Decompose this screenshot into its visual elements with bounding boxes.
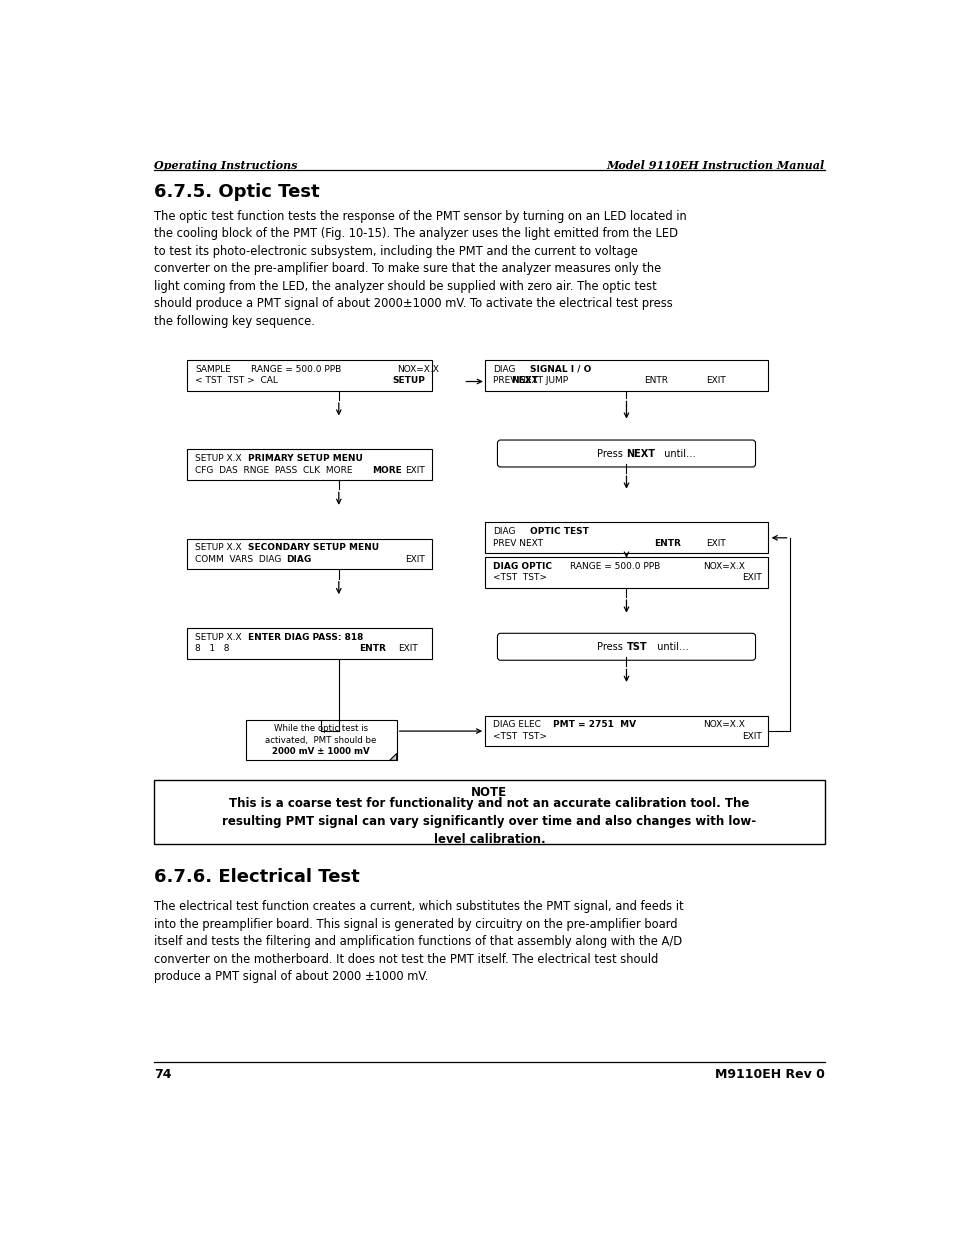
- Bar: [484, 359, 767, 390]
- Text: until…: until…: [660, 448, 696, 458]
- Text: RANGE = 500.0 PPB: RANGE = 500.0 PPB: [570, 562, 659, 571]
- Text: SECONDARY SETUP MENU: SECONDARY SETUP MENU: [248, 543, 378, 552]
- Text: RANGE = 500.0 PPB: RANGE = 500.0 PPB: [251, 364, 341, 373]
- Text: NOX=X.X: NOX=X.X: [703, 562, 744, 571]
- Text: DIAG ELEC: DIAG ELEC: [493, 720, 540, 730]
- Text: Press: Press: [597, 642, 626, 652]
- Bar: [187, 538, 431, 569]
- Bar: [187, 359, 431, 390]
- Text: SETUP: SETUP: [392, 377, 425, 385]
- Text: EXIT: EXIT: [397, 645, 417, 653]
- Text: Model 9110EH Instruction Manual: Model 9110EH Instruction Manual: [605, 159, 823, 170]
- Text: EXIT: EXIT: [741, 573, 760, 583]
- Text: NEXT: NEXT: [626, 448, 655, 458]
- FancyBboxPatch shape: [497, 440, 755, 467]
- Text: 6.7.6. Electrical Test: 6.7.6. Electrical Test: [154, 868, 359, 887]
- Text: DIAG OPTIC: DIAG OPTIC: [493, 562, 551, 571]
- Bar: [484, 716, 767, 746]
- Text: 74: 74: [154, 1068, 172, 1082]
- Text: PRIMARY SETUP MENU: PRIMARY SETUP MENU: [248, 454, 362, 463]
- Text: PREV NEXT: PREV NEXT: [493, 538, 542, 548]
- Text: SETUP X.X: SETUP X.X: [195, 454, 241, 463]
- Text: SIGNAL I / O: SIGNAL I / O: [530, 364, 591, 373]
- Bar: [187, 627, 431, 658]
- Text: EXIT: EXIT: [705, 538, 725, 548]
- Text: SETUP X.X: SETUP X.X: [195, 632, 241, 641]
- Text: DIAG: DIAG: [286, 555, 311, 564]
- Text: SETUP X.X: SETUP X.X: [195, 543, 241, 552]
- Text: NOX=X.X: NOX=X.X: [703, 720, 744, 730]
- Text: 2000 mV ± 1000 mV: 2000 mV ± 1000 mV: [272, 747, 370, 756]
- Text: NEXT: NEXT: [510, 377, 537, 385]
- Text: Operating Instructions: Operating Instructions: [154, 159, 297, 170]
- Text: Press: Press: [597, 448, 626, 458]
- Text: TST: TST: [626, 642, 646, 652]
- Text: EXIT: EXIT: [741, 732, 760, 741]
- Text: ENTR: ENTR: [643, 377, 667, 385]
- Text: NOX=X.X: NOX=X.X: [396, 364, 438, 373]
- Bar: [245, 720, 396, 761]
- Text: activated,  PMT should be: activated, PMT should be: [265, 736, 376, 745]
- Bar: [484, 522, 767, 553]
- Text: 6.7.5. Optic Test: 6.7.5. Optic Test: [154, 183, 319, 201]
- Text: MORE: MORE: [372, 466, 401, 474]
- Bar: [484, 557, 767, 588]
- Text: <TST  TST>: <TST TST>: [493, 732, 546, 741]
- Bar: [154, 781, 823, 844]
- Text: EXIT: EXIT: [405, 555, 425, 564]
- Text: NOTE: NOTE: [471, 785, 507, 799]
- Text: DIAG: DIAG: [493, 364, 515, 373]
- Text: PREV NEXT JUMP: PREV NEXT JUMP: [493, 377, 567, 385]
- Polygon shape: [390, 753, 396, 761]
- Text: M9110EH Rev 0: M9110EH Rev 0: [714, 1068, 823, 1082]
- Text: ENTR: ENTR: [654, 538, 680, 548]
- Text: < TST  TST >  CAL: < TST TST > CAL: [195, 377, 277, 385]
- Text: ENTER DIAG PASS: 818: ENTER DIAG PASS: 818: [248, 632, 363, 641]
- Text: 8   1   8: 8 1 8: [195, 645, 230, 653]
- Text: EXIT: EXIT: [405, 466, 425, 474]
- Text: This is a coarse test for functionality and not an accurate calibration tool. Th: This is a coarse test for functionality …: [222, 798, 756, 846]
- Text: DIAG: DIAG: [493, 527, 515, 536]
- Text: CFG  DAS  RNGE  PASS  CLK  MORE: CFG DAS RNGE PASS CLK MORE: [195, 466, 353, 474]
- Text: <TST  TST>: <TST TST>: [493, 573, 546, 583]
- Text: EXIT: EXIT: [705, 377, 725, 385]
- Text: PMT = 2751  MV: PMT = 2751 MV: [553, 720, 636, 730]
- Text: ENTR: ENTR: [359, 645, 386, 653]
- Text: until…: until…: [654, 642, 688, 652]
- FancyBboxPatch shape: [497, 634, 755, 661]
- Bar: [187, 450, 431, 480]
- Text: While the optic test is: While the optic test is: [274, 724, 368, 734]
- Text: The optic test function tests the response of the PMT sensor by turning on an LE: The optic test function tests the respon…: [154, 210, 686, 327]
- Text: COMM  VARS  DIAG: COMM VARS DIAG: [195, 555, 281, 564]
- Text: The electrical test function creates a current, which substitutes the PMT signal: The electrical test function creates a c…: [154, 900, 683, 983]
- Text: SAMPLE: SAMPLE: [195, 364, 231, 373]
- Text: OPTIC TEST: OPTIC TEST: [530, 527, 588, 536]
